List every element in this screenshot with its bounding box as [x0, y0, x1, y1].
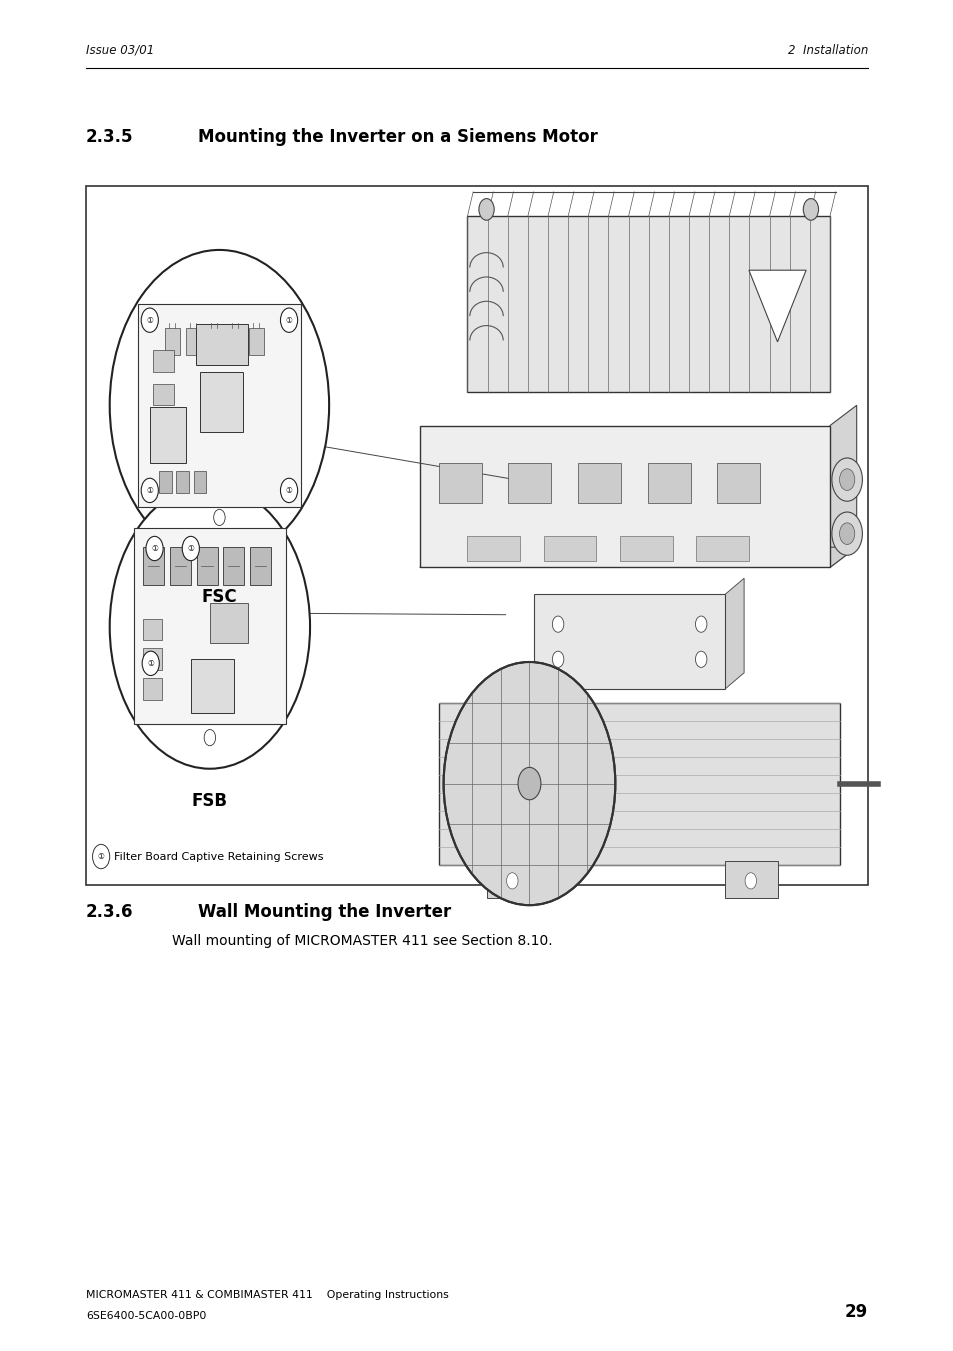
Bar — [170, 547, 191, 585]
Text: ①: ① — [147, 659, 154, 667]
Circle shape — [110, 485, 310, 769]
Circle shape — [146, 536, 163, 561]
Circle shape — [517, 767, 540, 800]
Bar — [419, 426, 829, 567]
Polygon shape — [419, 547, 856, 567]
Text: 6SE6400-5CA00-0BP0: 6SE6400-5CA00-0BP0 — [86, 1312, 206, 1321]
Text: MICROMASTER 411 & COMBIMASTER 411    Operating Instructions: MICROMASTER 411 & COMBIMASTER 411 Operat… — [86, 1290, 448, 1300]
Circle shape — [552, 616, 563, 632]
Bar — [152, 350, 173, 372]
Bar — [193, 471, 206, 493]
Circle shape — [142, 651, 159, 676]
Bar — [133, 528, 286, 724]
Circle shape — [552, 651, 563, 667]
Bar — [717, 462, 760, 503]
Circle shape — [141, 308, 158, 332]
Text: Wall mounting of MICROMASTER 411 see Section 8.10.: Wall mounting of MICROMASTER 411 see Sec… — [172, 935, 552, 948]
Bar — [176, 471, 189, 493]
Text: ①: ① — [146, 316, 153, 324]
Circle shape — [802, 199, 818, 220]
Bar — [534, 594, 724, 689]
Circle shape — [695, 616, 706, 632]
Bar — [152, 384, 173, 405]
Text: 2  Installation: 2 Installation — [787, 43, 867, 57]
Bar — [165, 328, 180, 355]
Polygon shape — [724, 578, 743, 689]
Text: Mounting the Inverter on a Siemens Motor: Mounting the Inverter on a Siemens Motor — [198, 128, 598, 146]
Circle shape — [695, 651, 706, 667]
Bar — [159, 471, 172, 493]
Bar — [138, 304, 300, 507]
Bar — [508, 462, 551, 503]
Text: 2.3.6: 2.3.6 — [86, 904, 133, 921]
Polygon shape — [829, 405, 856, 567]
Text: 2.3.5: 2.3.5 — [86, 128, 133, 146]
Bar — [200, 372, 243, 432]
Bar — [467, 216, 829, 392]
Circle shape — [110, 250, 329, 561]
Circle shape — [839, 523, 854, 544]
Circle shape — [182, 536, 199, 561]
Circle shape — [280, 308, 297, 332]
Text: FSC: FSC — [201, 588, 237, 605]
Bar — [228, 328, 243, 355]
Text: Issue 03/01: Issue 03/01 — [86, 43, 154, 57]
Text: ①: ① — [285, 316, 293, 324]
Bar — [210, 603, 248, 643]
Circle shape — [280, 478, 297, 503]
Bar — [467, 536, 519, 561]
Bar — [150, 407, 186, 463]
Bar — [250, 547, 271, 585]
Bar — [724, 861, 777, 898]
Text: FSB: FSB — [192, 792, 228, 809]
Bar — [207, 328, 222, 355]
Bar — [86, 186, 867, 885]
Circle shape — [506, 873, 517, 889]
Bar — [438, 462, 481, 503]
Bar — [143, 547, 164, 585]
Bar — [143, 619, 162, 640]
Circle shape — [204, 730, 215, 746]
Circle shape — [831, 458, 862, 501]
Bar — [143, 678, 162, 700]
Circle shape — [478, 199, 494, 220]
Circle shape — [839, 469, 854, 490]
Text: ①: ① — [151, 544, 158, 553]
Bar — [249, 328, 264, 355]
Bar — [143, 648, 162, 670]
Bar — [191, 659, 233, 713]
Bar — [196, 547, 217, 585]
Bar — [486, 861, 538, 898]
Circle shape — [831, 512, 862, 555]
Bar — [619, 536, 672, 561]
Bar — [696, 536, 748, 561]
Bar — [186, 328, 201, 355]
Bar — [647, 462, 690, 503]
Bar — [223, 547, 244, 585]
Bar — [543, 536, 596, 561]
Circle shape — [213, 509, 225, 526]
Text: Filter Board Captive Retaining Screws: Filter Board Captive Retaining Screws — [114, 851, 324, 862]
Bar — [578, 462, 620, 503]
Circle shape — [443, 662, 615, 905]
Bar — [438, 703, 839, 865]
Circle shape — [92, 844, 110, 869]
Polygon shape — [748, 270, 805, 342]
Text: ①: ① — [146, 486, 153, 494]
Text: ①: ① — [187, 544, 194, 553]
Bar — [195, 324, 248, 365]
Bar — [152, 417, 173, 439]
Text: Wall Mounting the Inverter: Wall Mounting the Inverter — [198, 904, 451, 921]
Text: ①: ① — [285, 486, 293, 494]
Circle shape — [744, 873, 756, 889]
Text: ①: ① — [97, 852, 105, 861]
Circle shape — [141, 478, 158, 503]
Text: 29: 29 — [844, 1304, 867, 1321]
